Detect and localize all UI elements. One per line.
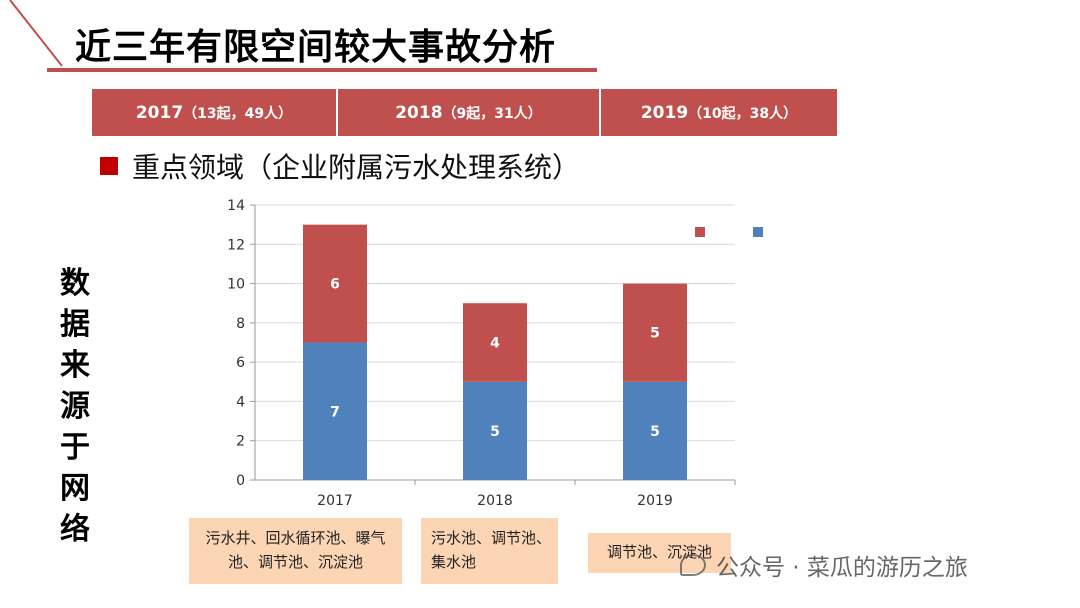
year-cell-2019: 2019 （10起，38人） [601,89,837,136]
note-line: 池、调节池、沉淀池 [227,553,363,571]
y-tick-label: 2 [236,434,245,450]
data-source-note: 数 据 来 源 于 网 络 [55,263,95,550]
bar-segment [623,381,687,480]
y-tick-label: 10 [227,277,245,293]
stacked-bar-chart: 0 2 4 6 8 10 12 14 7 6 2017 5 4 2018 5 5 2019 [227,198,763,509]
side-char: 数 [60,266,90,301]
y-tick-label: 4 [236,394,245,410]
bar-segment [623,283,687,382]
year-detail: （13起，49人） [183,105,293,122]
note-line: 集水池 [431,553,477,571]
focus-heading: 重点领域（企业附属污水处理系统） [100,146,580,186]
data-label: 4 [490,336,500,352]
side-char: 来 [60,348,90,383]
year-label: 2018 [395,102,443,123]
x-tick-label: 2018 [477,493,513,509]
side-char: 网 [60,471,90,506]
corner-decoration [9,0,63,67]
bar-segment [303,342,367,480]
side-char: 据 [60,307,90,342]
y-tick-label: 12 [227,237,245,253]
page-title: 近三年有限空间较大事故分析 [75,27,557,68]
focus-label: 重点领域（企业附属污水处理系统） [132,151,581,184]
x-tick-label: 2019 [637,493,673,509]
year-label: 2019 [640,102,689,123]
bar-segment [463,303,527,382]
y-tick-label: 14 [227,198,245,214]
legend-marker [695,227,705,237]
note-line: 污水池、调节池、 [431,529,552,547]
x-tick-label: 2017 [317,493,353,509]
side-char: 源 [60,389,90,424]
y-tick-label: 8 [236,316,245,332]
data-label: 5 [650,326,660,342]
bullet-square-icon [100,157,118,175]
legend-marker [753,227,763,237]
data-label: 6 [330,277,340,293]
y-tick-label: 0 [236,473,245,489]
data-label: 5 [650,424,660,440]
wechat-icon [680,554,706,576]
y-tick-label: 6 [236,355,245,371]
year-cell-2018: 2018 （9起，31人） [338,89,601,136]
bar-segment [463,381,527,480]
note-2017: 污水井、回水循环池、曝气 池、调节池、沉淀池 [189,518,402,584]
side-char: 络 [60,512,90,547]
year-detail: （10起，38人） [688,105,798,122]
side-char: 于 [60,430,90,465]
year-detail: （9起，31人） [442,105,542,122]
watermark-text: 公众号 · 菜瓜的游历之旅 [716,555,968,581]
note-2018: 污水池、调节池、 集水池 [421,518,558,584]
year-summary-bar: 2017 （13起，49人） 2018 （9起，31人） 2019 （10起，3… [92,89,837,136]
note-line: 污水井、回水循环池、曝气 [205,529,386,547]
data-label: 5 [490,424,500,440]
year-cell-2017: 2017 （13起，49人） [92,89,338,136]
data-label: 7 [330,404,340,420]
title-underline [47,68,597,72]
watermark: 公众号 · 菜瓜的游历之旅 [680,548,968,582]
bar-segment [303,224,367,343]
year-label: 2017 [135,102,184,123]
